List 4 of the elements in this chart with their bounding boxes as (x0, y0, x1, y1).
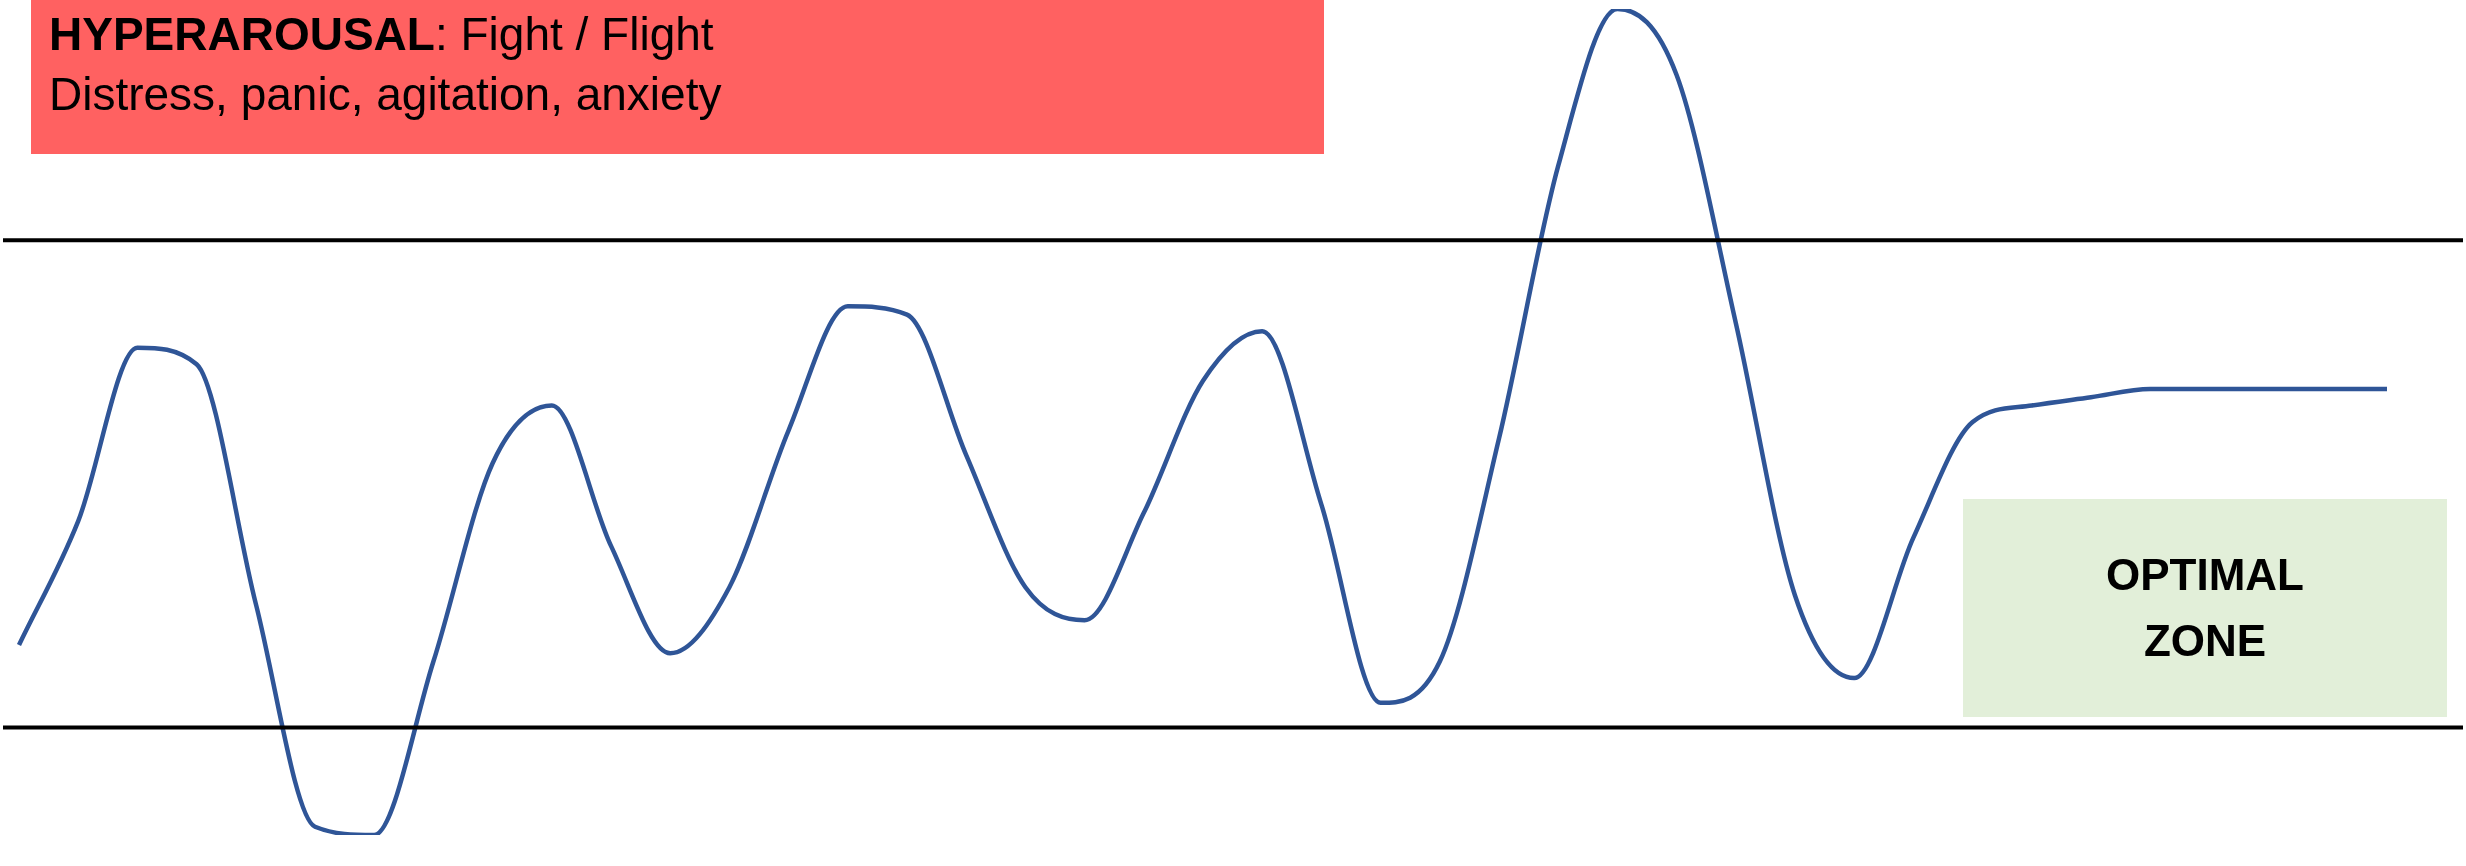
annotation: Distress, panic, agitation, anxiety (49, 67, 723, 122)
annotation: HYPERAROUSAL: Fight / Flight (49, 7, 715, 62)
label-box: HYPERAROUSAL: Fight / Flight Distress, panic, agitation, anxiety (31, 0, 1324, 154)
label-box: OPTIMAL ZONE (1963, 499, 2447, 717)
